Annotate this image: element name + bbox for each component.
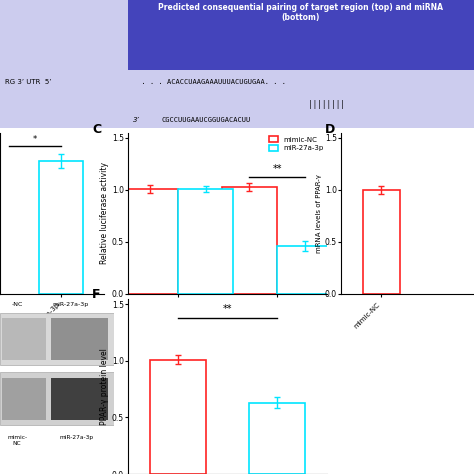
Text: -NC: -NC — [11, 302, 23, 307]
Text: CGCCUUGAAUCGGUGACACUU: CGCCUUGAAUCGGUGACACUU — [161, 117, 250, 123]
Bar — [221, 187, 277, 294]
Bar — [178, 189, 234, 294]
Text: ||||||||: |||||||| — [308, 100, 345, 109]
Text: F: F — [92, 288, 100, 301]
Text: D: D — [325, 123, 336, 136]
Text: 3’: 3’ — [133, 117, 139, 123]
Text: **: ** — [273, 164, 282, 174]
FancyBboxPatch shape — [51, 377, 108, 419]
FancyBboxPatch shape — [0, 372, 114, 425]
Bar — [249, 403, 305, 474]
Text: miR-27a-3p: miR-27a-3p — [53, 302, 89, 307]
Bar — [122, 189, 178, 294]
Text: mimic-
NC: mimic- NC — [7, 436, 27, 446]
Y-axis label: Relative luciferase activity: Relative luciferase activity — [100, 162, 109, 264]
Y-axis label: PPAR-γ protein level: PPAR-γ protein level — [100, 348, 109, 425]
FancyBboxPatch shape — [0, 71, 474, 128]
Text: . . . ACACCUAAGAAAUUUACUGUGAA. . .: . . . ACACCUAAGAAAUUUACUGUGAA. . . — [133, 79, 286, 85]
Text: C: C — [92, 123, 101, 136]
FancyBboxPatch shape — [0, 0, 128, 128]
Text: RG 3’ UTR  5’: RG 3’ UTR 5’ — [5, 79, 51, 85]
FancyBboxPatch shape — [2, 377, 46, 419]
FancyBboxPatch shape — [128, 0, 474, 71]
FancyBboxPatch shape — [2, 318, 46, 360]
Bar — [39, 161, 82, 294]
FancyBboxPatch shape — [0, 0, 474, 128]
Text: *: * — [33, 135, 37, 144]
Bar — [150, 360, 206, 474]
Y-axis label: mRNA levels of PPAR-γ: mRNA levels of PPAR-γ — [316, 174, 322, 253]
Bar — [277, 246, 333, 294]
FancyBboxPatch shape — [51, 318, 108, 360]
Text: **: ** — [223, 304, 232, 314]
Bar — [363, 190, 400, 294]
Text: miR-27a-3p: miR-27a-3p — [59, 436, 93, 440]
Text: Predicted consequential pairing of target region (top) and miRNA
(bottom): Predicted consequential pairing of targe… — [158, 2, 444, 22]
Legend: mimic-NC, miR-27a-3p: mimic-NC, miR-27a-3p — [269, 136, 324, 151]
FancyBboxPatch shape — [0, 313, 114, 365]
